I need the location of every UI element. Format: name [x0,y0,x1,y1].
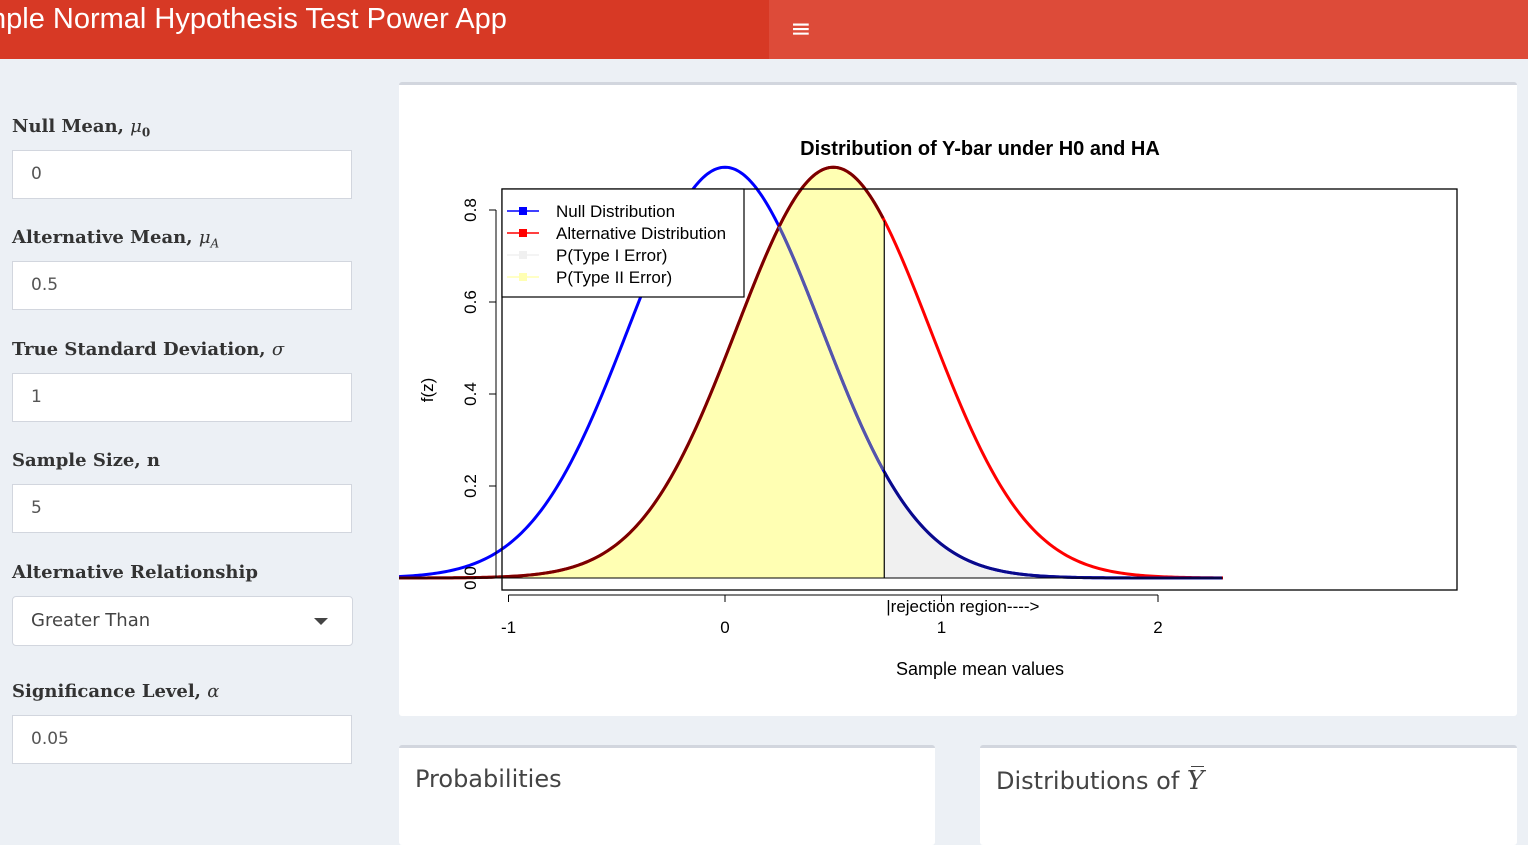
legend-label: P(Type II Error) [556,268,672,287]
y-axis-label: f(z) [418,378,437,403]
sample-size-label: Sample Size, n [12,450,160,471]
ybar-symbol: Y [1186,766,1205,796]
caret-down-icon [314,618,328,625]
distribution-chart: Distribution of Y-bar under H0 and HA -1… [399,138,1458,679]
chart-title: Distribution of Y-bar under H0 and HA [800,138,1160,160]
legend-marker [519,251,527,259]
hamburger-icon[interactable]: ≡ [790,14,812,43]
alt-relationship-label: Alternative Relationship [12,562,258,583]
sidebar: Null Mean, μ0 0 Alternative Mean, μA 0.5… [0,59,380,837]
alpha-input[interactable]: 0.05 [12,715,352,764]
legend-marker [519,273,527,281]
y-tick-label: 0.8 [461,198,480,222]
legend-label: P(Type I Error) [556,246,667,265]
plot-box: Distribution of Y-bar under H0 and HA -1… [399,82,1517,716]
x-tick-label: 1 [937,618,946,637]
legend-marker [519,229,527,237]
sd-input[interactable]: 1 [12,373,352,422]
null-shaded-line [777,225,885,471]
alpha-label: Significance Level, α [12,681,220,702]
probabilities-box: Probabilities [399,745,935,845]
header-bar [769,0,1528,59]
x-tick-label: -1 [501,618,516,637]
sd-label: True Standard Deviation, σ [12,339,285,360]
x-axis-label: Sample mean values [896,659,1064,679]
legend-label: Alternative Distribution [556,224,726,243]
x-tick-label: 2 [1153,618,1162,637]
y-tick-label: 0.0 [461,566,480,590]
null-mean-input[interactable]: 0 [12,150,352,199]
y-tick-label: 0.6 [461,290,480,314]
type-i-error-region [884,471,1223,578]
probabilities-title: Probabilities [415,765,562,793]
legend-label: Null Distribution [556,202,675,221]
sample-size-input[interactable]: 5 [12,484,352,533]
x-tick-label: 0 [720,618,729,637]
y-tick-label: 0.4 [461,382,480,406]
legend-box [501,188,745,298]
distributions-box: Distributions of Y [980,745,1517,845]
alt-relationship-select[interactable]: Greater Than [12,596,353,646]
type-ii-error-region [399,167,885,578]
distributions-title: Distributions of Y [996,766,1205,796]
legend-marker [519,207,527,215]
plot-frame [501,188,1458,591]
alt-mean-input[interactable]: 0.5 [12,261,352,310]
null-mean-label: Null Mean, μ0 [12,116,151,140]
chart-legend: Null Distribution Alternative Distributio… [501,188,745,298]
y-tick-label: 0.2 [461,474,480,498]
alt-relationship-value: Greater Than [31,610,151,631]
rejection-region-annotation: |rejection region----> [886,597,1039,616]
alt-mean-label: Alternative Mean, μA [12,227,220,251]
app-title: nple Normal Hypothesis Test Power App [0,3,507,35]
app-header: nple Normal Hypothesis Test Power App [0,0,769,59]
